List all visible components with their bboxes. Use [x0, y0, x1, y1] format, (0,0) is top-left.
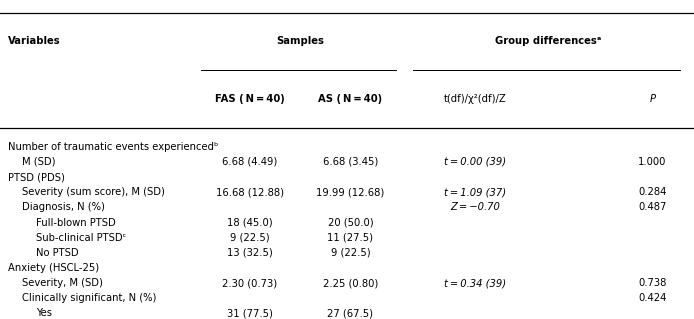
Text: Full-blown PTSD: Full-blown PTSD [36, 218, 116, 227]
Text: 16.68 (12.88): 16.68 (12.88) [216, 187, 284, 197]
Text: Number of traumatic events experiencedᵇ: Number of traumatic events experiencedᵇ [8, 142, 219, 152]
Text: 9 (22.5): 9 (22.5) [230, 233, 270, 243]
Text: 9 (22.5): 9 (22.5) [330, 248, 371, 258]
Text: Severity, M (SD): Severity, M (SD) [22, 278, 103, 288]
Text: PTSD (PDS): PTSD (PDS) [8, 172, 65, 182]
Text: P: P [650, 94, 655, 104]
Text: Yes: Yes [36, 308, 52, 318]
Text: 27 (67.5): 27 (67.5) [328, 308, 373, 318]
Text: t = 1.09 (37): t = 1.09 (37) [444, 187, 507, 197]
Text: t(df)/χ²(df)/Z: t(df)/χ²(df)/Z [444, 94, 507, 104]
Text: 2.30 (0.73): 2.30 (0.73) [222, 278, 278, 288]
Text: No PTSD: No PTSD [36, 248, 78, 258]
Text: 20 (50.0): 20 (50.0) [328, 218, 373, 227]
Text: 1.000: 1.000 [638, 157, 666, 167]
Text: Samples: Samples [276, 36, 324, 47]
Text: Z = −0.70: Z = −0.70 [450, 202, 500, 212]
Text: Severity (sum score), M (SD): Severity (sum score), M (SD) [22, 187, 165, 197]
Text: Variables: Variables [8, 36, 61, 47]
Text: Clinically significant, N (%): Clinically significant, N (%) [22, 293, 157, 303]
Text: FAS ( N = 40): FAS ( N = 40) [215, 94, 285, 104]
Text: M (SD): M (SD) [22, 157, 56, 167]
Text: 0.284: 0.284 [638, 187, 666, 197]
Text: 6.68 (3.45): 6.68 (3.45) [323, 157, 378, 167]
Text: 11 (27.5): 11 (27.5) [328, 233, 373, 243]
Text: 0.738: 0.738 [638, 278, 666, 288]
Text: Diagnosis, N (%): Diagnosis, N (%) [22, 202, 105, 212]
Text: 6.68 (4.49): 6.68 (4.49) [222, 157, 278, 167]
Text: 31 (77.5): 31 (77.5) [227, 308, 273, 318]
Text: 13 (32.5): 13 (32.5) [227, 248, 273, 258]
Text: 0.487: 0.487 [638, 202, 666, 212]
Text: AS ( N = 40): AS ( N = 40) [319, 94, 382, 104]
Text: t = 0.00 (39): t = 0.00 (39) [444, 157, 507, 167]
Text: Sub-clinical PTSDᶜ: Sub-clinical PTSDᶜ [36, 233, 126, 243]
Text: 2.25 (0.80): 2.25 (0.80) [323, 278, 378, 288]
Text: t = 0.34 (39): t = 0.34 (39) [444, 278, 507, 288]
Text: Anxiety (HSCL-25): Anxiety (HSCL-25) [8, 263, 99, 273]
Text: 0.424: 0.424 [638, 293, 666, 303]
Text: Group differencesᵃ: Group differencesᵃ [495, 36, 602, 47]
Text: 19.99 (12.68): 19.99 (12.68) [316, 187, 384, 197]
Text: 18 (45.0): 18 (45.0) [227, 218, 273, 227]
